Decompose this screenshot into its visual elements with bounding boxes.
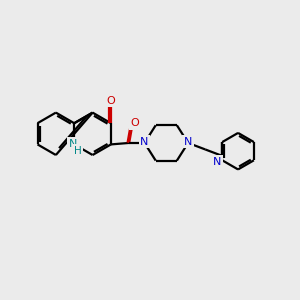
Text: O: O xyxy=(130,118,139,128)
Text: N: N xyxy=(184,137,192,147)
Text: N: N xyxy=(213,157,221,167)
Text: N: N xyxy=(140,137,149,147)
Text: N: N xyxy=(69,139,77,149)
Text: H: H xyxy=(74,146,82,156)
Text: O: O xyxy=(106,95,115,106)
